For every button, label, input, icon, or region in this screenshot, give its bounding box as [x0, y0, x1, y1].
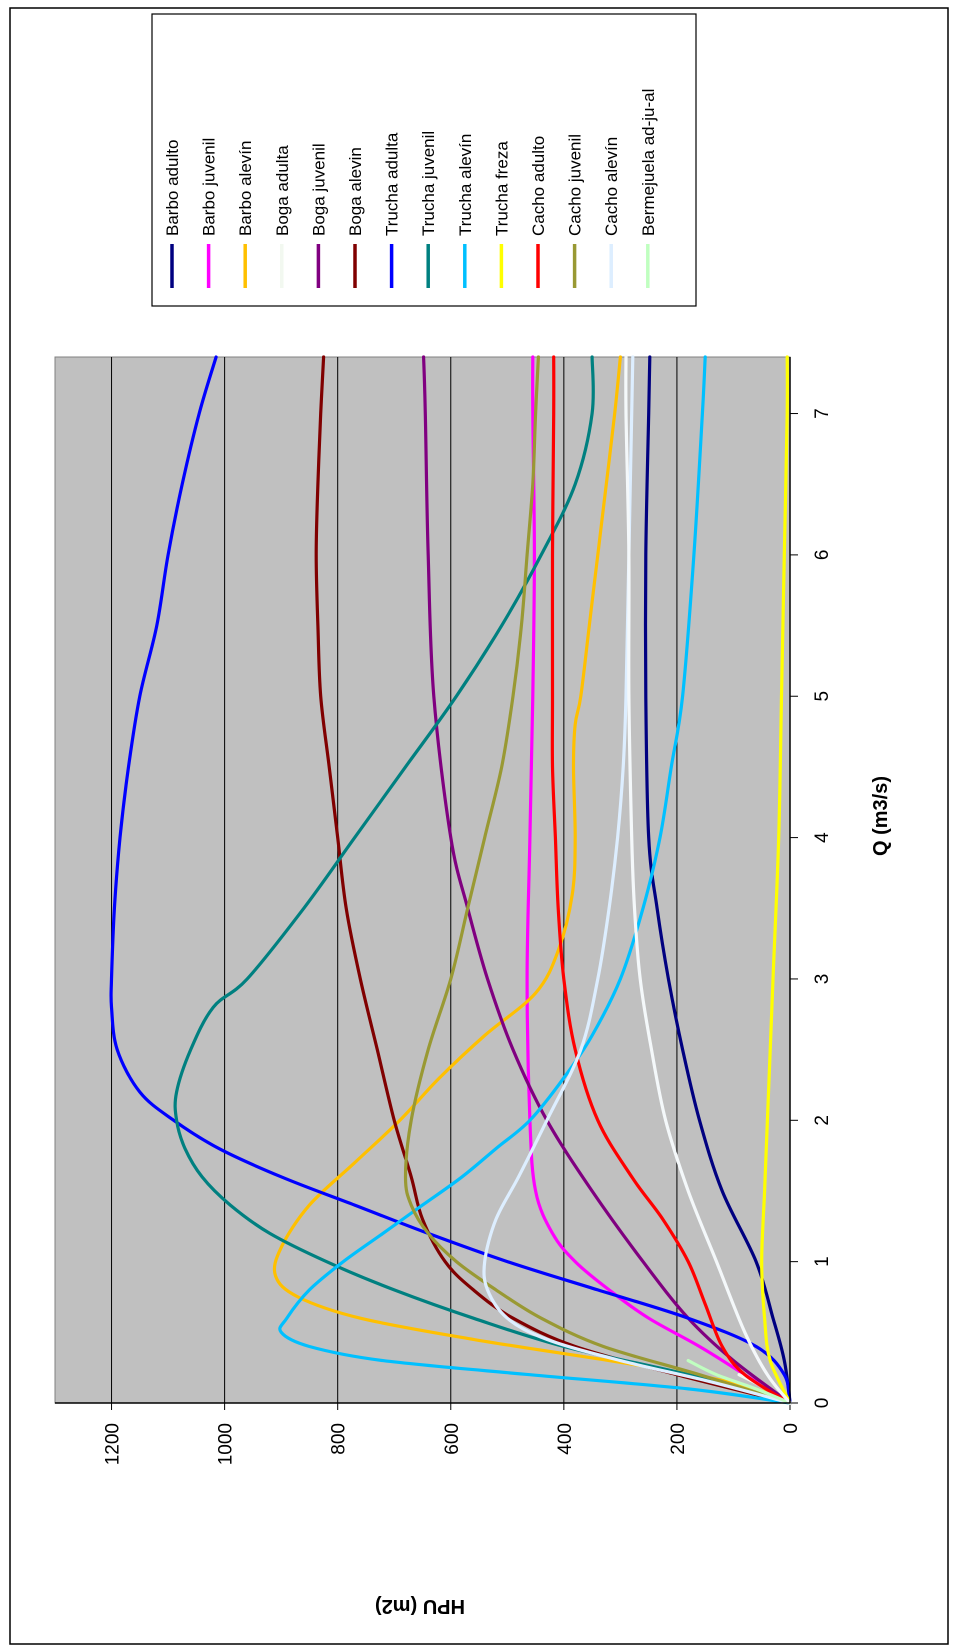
y-tick-label: 0 [781, 1423, 802, 1434]
x-tick-label: 1 [812, 1256, 833, 1267]
gridlines [111, 357, 791, 1410]
series-line-barbo-adulto [643, 355, 792, 1405]
legend-label: Boga adulta [273, 145, 292, 236]
series-line-barbo-alev-n [272, 355, 792, 1405]
x-tick-label: 0 [812, 1398, 833, 1409]
series-line-trucha-juvenil [173, 355, 792, 1405]
series-line-cacho-alev-n [482, 355, 792, 1405]
y-tick-label: 400 [555, 1423, 576, 1455]
series-line-trucha-adulta [109, 355, 792, 1405]
series-line-trucha-alev-n [278, 355, 792, 1405]
legend-label: Barbo adulto [163, 140, 182, 236]
series-line-unlabeled [624, 355, 792, 1405]
series-line-cacho-juvenil [403, 355, 792, 1405]
series-curves [109, 355, 792, 1405]
legend-label: Trucha freza [492, 141, 511, 236]
y-tick-label: 800 [329, 1423, 350, 1455]
y-tick-label: 200 [668, 1423, 689, 1455]
legend-label: Cacho alevín [602, 137, 621, 236]
legend-label: Barbo juvenil [200, 138, 219, 236]
legend-label: Trucha alevín [456, 134, 475, 236]
legend-label: Bermejuela ad-ju-al [639, 89, 658, 236]
legend-label: Trucha juvenil [419, 131, 438, 236]
legend-label: Boga juvenil [309, 143, 328, 236]
y-axis-title: HPU (m2) [375, 1595, 465, 1617]
series-line-bermejuela-ad-ju-al [686, 1359, 792, 1405]
x-tick-label: 6 [812, 550, 833, 561]
series-line-boga-alevin [314, 355, 792, 1405]
legend-label: Cacho juvenil [566, 134, 585, 236]
x-tick-label: 7 [812, 408, 833, 419]
y-tick-labels: 0 200 400 600 800 1000 1200 [103, 1423, 802, 1465]
legend-label: Trucha adulta [383, 132, 402, 236]
y-tick-label: 600 [442, 1423, 463, 1455]
series-line-boga-juvenil [422, 355, 792, 1405]
x-axis-title: Q (m3/s) [870, 776, 892, 856]
y-tick-label: 1000 [216, 1423, 237, 1465]
y-tick-label: 1200 [103, 1423, 124, 1465]
legend: Barbo adulto Barbo juvenil Barbo alevín Bog… [163, 89, 658, 288]
legend-label: Cacho adulto [529, 136, 548, 236]
x-tick-label: 2 [812, 1115, 833, 1126]
legend-label: Barbo alevín [236, 141, 255, 236]
series-line-cacho-adulto [550, 355, 792, 1405]
series-line-trucha-freza [760, 355, 792, 1405]
x-tick-label: 3 [812, 974, 833, 985]
legend-box [151, 13, 697, 307]
axes [55, 357, 791, 1404]
x-tick-label: 4 [812, 832, 833, 843]
legend-label: Boga alevin [346, 147, 365, 236]
x-tick-label: 5 [812, 691, 833, 702]
x-tick-labels: 0 1 2 3 4 5 6 7 [790, 408, 833, 1408]
